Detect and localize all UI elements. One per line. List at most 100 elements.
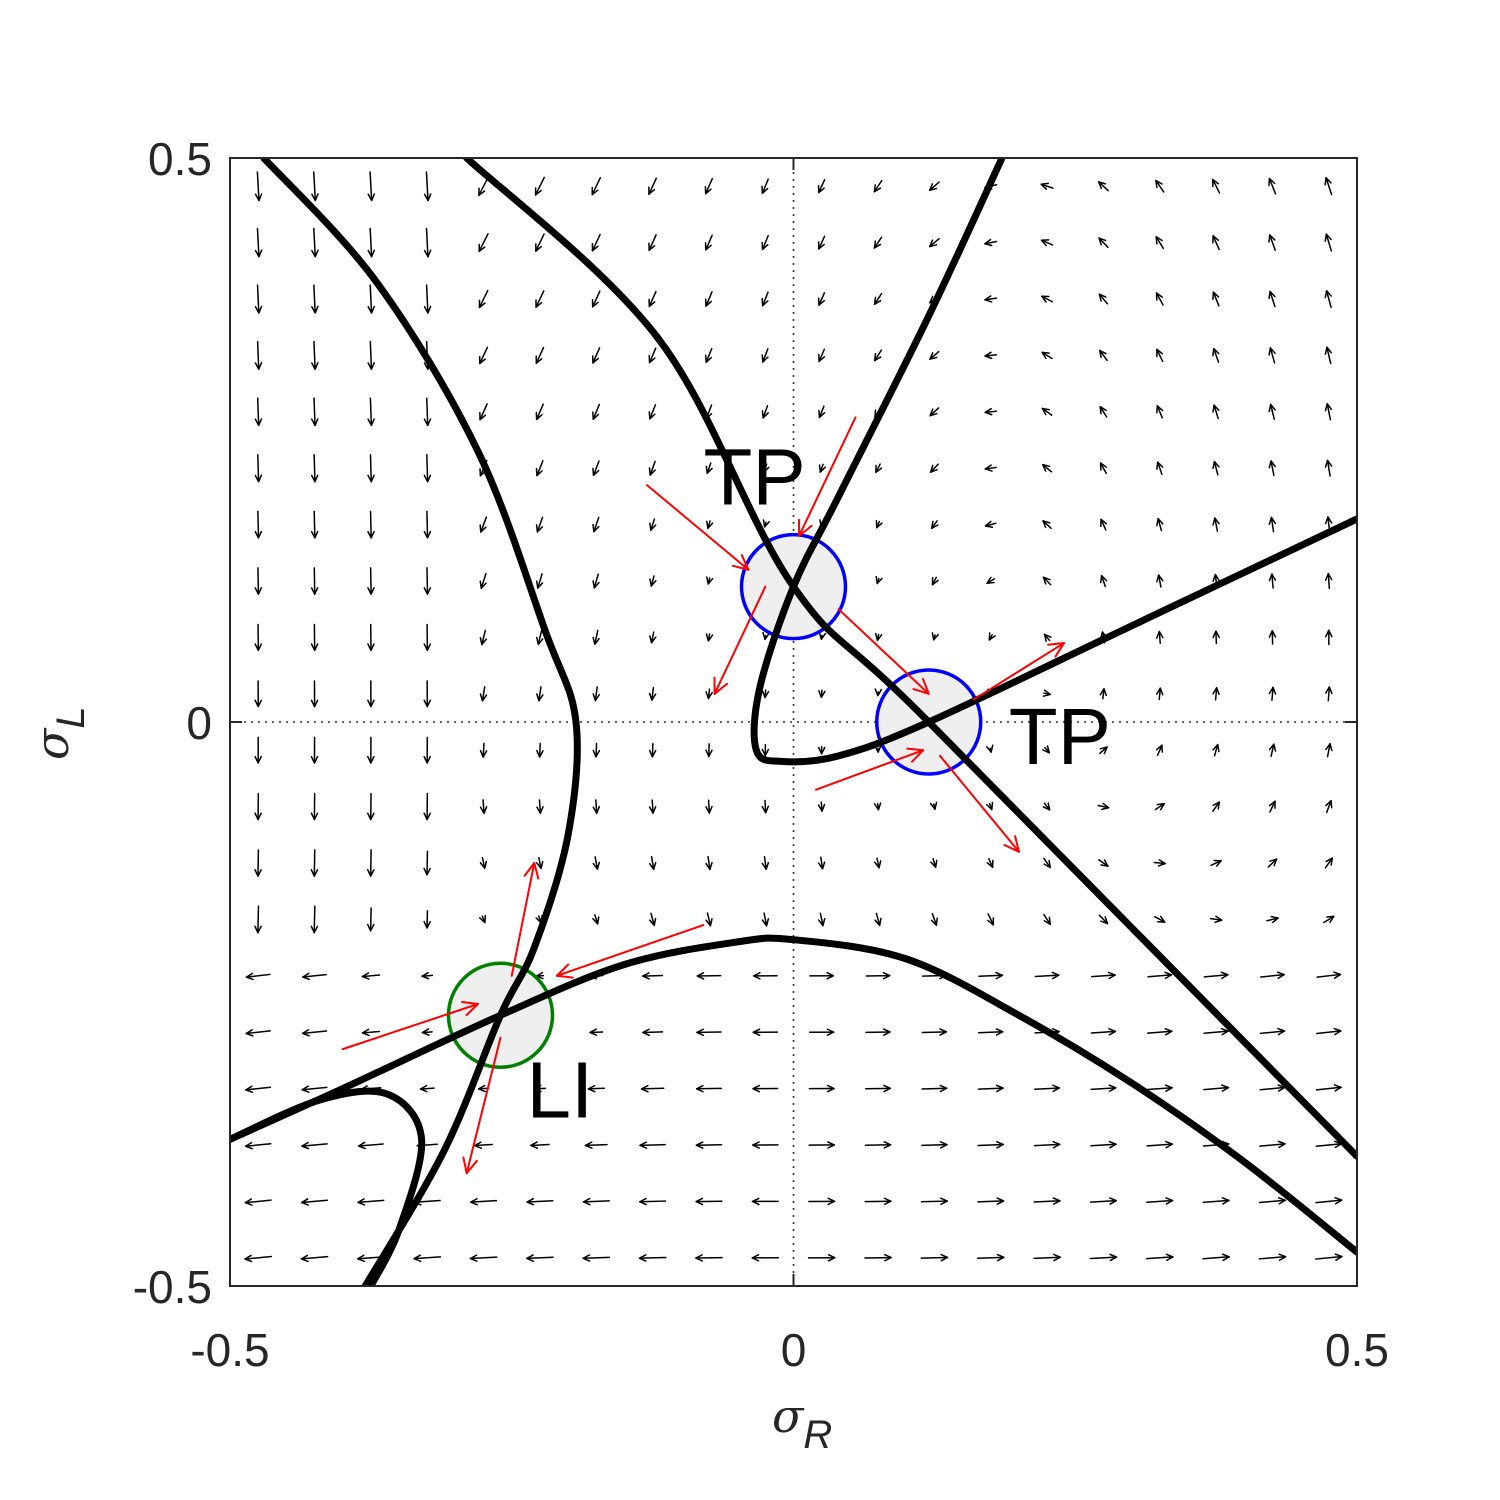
field-arrow	[1212, 291, 1220, 307]
field-arrow-shaft	[357, 1199, 385, 1204]
eigen-arrow	[462, 1036, 502, 1175]
field-arrow-head	[1277, 1027, 1286, 1036]
field-arrow	[1325, 686, 1333, 702]
x-tick-label: -0.5	[190, 1324, 269, 1376]
field-arrow-shaft	[245, 1086, 272, 1091]
eigen-arrows	[341, 416, 1065, 1175]
field-arrow-head	[1268, 629, 1277, 638]
field-arrow	[470, 1197, 498, 1206]
field-arrow-head	[1268, 573, 1277, 582]
field-arrow-head	[1098, 237, 1107, 246]
field-arrow-shaft	[1372, 1313, 1399, 1316]
field-arrow-head	[873, 802, 882, 811]
field-arrow	[873, 802, 882, 811]
field-arrow-head	[423, 193, 432, 202]
field-arrow	[1156, 574, 1164, 588]
field-arrow-head	[311, 361, 319, 370]
field-arrow	[311, 340, 319, 370]
field-arrow-head	[536, 693, 544, 702]
field-arrow-head	[1334, 1253, 1343, 1261]
axis-ticks: -0.5 0 0.5 -0.5 0 0.5	[133, 133, 1389, 1376]
field-arrow-head	[1043, 633, 1052, 642]
field-arrow-shaft	[421, 974, 434, 977]
field-arrow-shaft	[1033, 1200, 1061, 1203]
field-arrow	[1212, 235, 1220, 251]
field-arrow-head	[1223, 1311, 1230, 1317]
field-arrow	[367, 340, 375, 370]
field-arrow-head	[1040, 182, 1049, 190]
field-arrow-shaft	[470, 1313, 497, 1314]
field-arrow-shaft	[1041, 407, 1053, 416]
field-arrow	[1315, 1311, 1342, 1317]
field-arrow-shaft	[594, 629, 599, 645]
field-arrow	[1258, 1253, 1287, 1261]
field-arrow-shaft	[482, 799, 485, 815]
field-arrow-head	[695, 1141, 704, 1149]
field-arrow-head	[1268, 403, 1276, 413]
field-arrow-shaft	[300, 1199, 329, 1204]
field-arrow-shaft	[707, 855, 711, 871]
field-arrow-head	[367, 305, 376, 314]
field-arrow	[1203, 1084, 1230, 1092]
field-arrow-shaft	[706, 912, 712, 927]
field-arrow-head	[1043, 859, 1052, 869]
field-arrow-head	[1324, 516, 1333, 525]
field-arrow	[649, 631, 657, 644]
field-arrow-head	[1052, 1084, 1061, 1093]
field-arrow-shaft	[984, 354, 998, 357]
field-arrow-shaft	[707, 799, 711, 814]
field-arrow	[423, 567, 432, 595]
eigen-arrow-shaft	[939, 754, 1020, 853]
field-arrow	[1268, 573, 1277, 589]
field-arrow-head	[984, 464, 993, 472]
field-arrow-head	[1156, 405, 1164, 414]
field-arrow	[1154, 915, 1166, 923]
field-arrow-shaft	[538, 799, 542, 814]
field-arrow-shaft	[536, 516, 544, 533]
field-arrow	[469, 1254, 498, 1262]
field-arrow	[931, 576, 939, 586]
field-arrow	[695, 1254, 723, 1262]
field-arrow-shaft	[592, 460, 600, 477]
field-arrow-shaft	[921, 1143, 948, 1147]
field-arrow	[873, 292, 883, 306]
eigen-arrow-shaft	[972, 642, 1065, 701]
field-arrow-shaft	[313, 284, 316, 314]
field-arrow-head	[245, 1085, 254, 1094]
field-arrow	[977, 1197, 1005, 1205]
field-arrow-head	[592, 523, 600, 533]
field-arrow-head	[931, 576, 939, 586]
field-arrow-shaft	[1372, 1200, 1398, 1203]
field-arrow-shaft	[929, 407, 940, 417]
field-arrow	[1034, 1311, 1061, 1317]
field-arrow-shaft	[1327, 686, 1331, 702]
field-arrow	[1147, 971, 1173, 980]
field-arrow-head	[1042, 463, 1051, 472]
field-arrow-head	[1279, 1311, 1286, 1317]
field-arrow	[479, 629, 488, 646]
field-arrow-head	[527, 1311, 533, 1317]
field-arrow	[921, 1141, 948, 1149]
field-arrow-shaft	[817, 178, 826, 194]
field-arrow	[761, 291, 769, 307]
field-arrow-head	[1221, 1253, 1230, 1262]
field-arrow	[1210, 859, 1222, 867]
field-arrow-shaft	[1033, 1256, 1061, 1260]
field-arrow	[1323, 915, 1335, 924]
field-arrow-head	[639, 1197, 647, 1206]
field-arrow-shaft	[256, 397, 260, 427]
field-arrow-shaft	[358, 1313, 385, 1315]
field-arrow-head	[583, 1311, 589, 1317]
field-arrow	[423, 284, 432, 314]
field-arrow-shaft	[1042, 520, 1052, 530]
field-arrow-shaft	[369, 454, 373, 483]
field-arrow-head	[592, 749, 601, 758]
field-arrow	[1325, 799, 1333, 814]
field-arrow	[808, 1311, 835, 1317]
field-arrow-head	[705, 633, 714, 642]
field-arrow	[254, 623, 263, 652]
field-arrow-head	[695, 1197, 704, 1206]
field-arrow-shaft	[921, 1314, 948, 1315]
field-arrow-head	[1391, 1198, 1398, 1204]
field-arrow	[1042, 802, 1051, 811]
